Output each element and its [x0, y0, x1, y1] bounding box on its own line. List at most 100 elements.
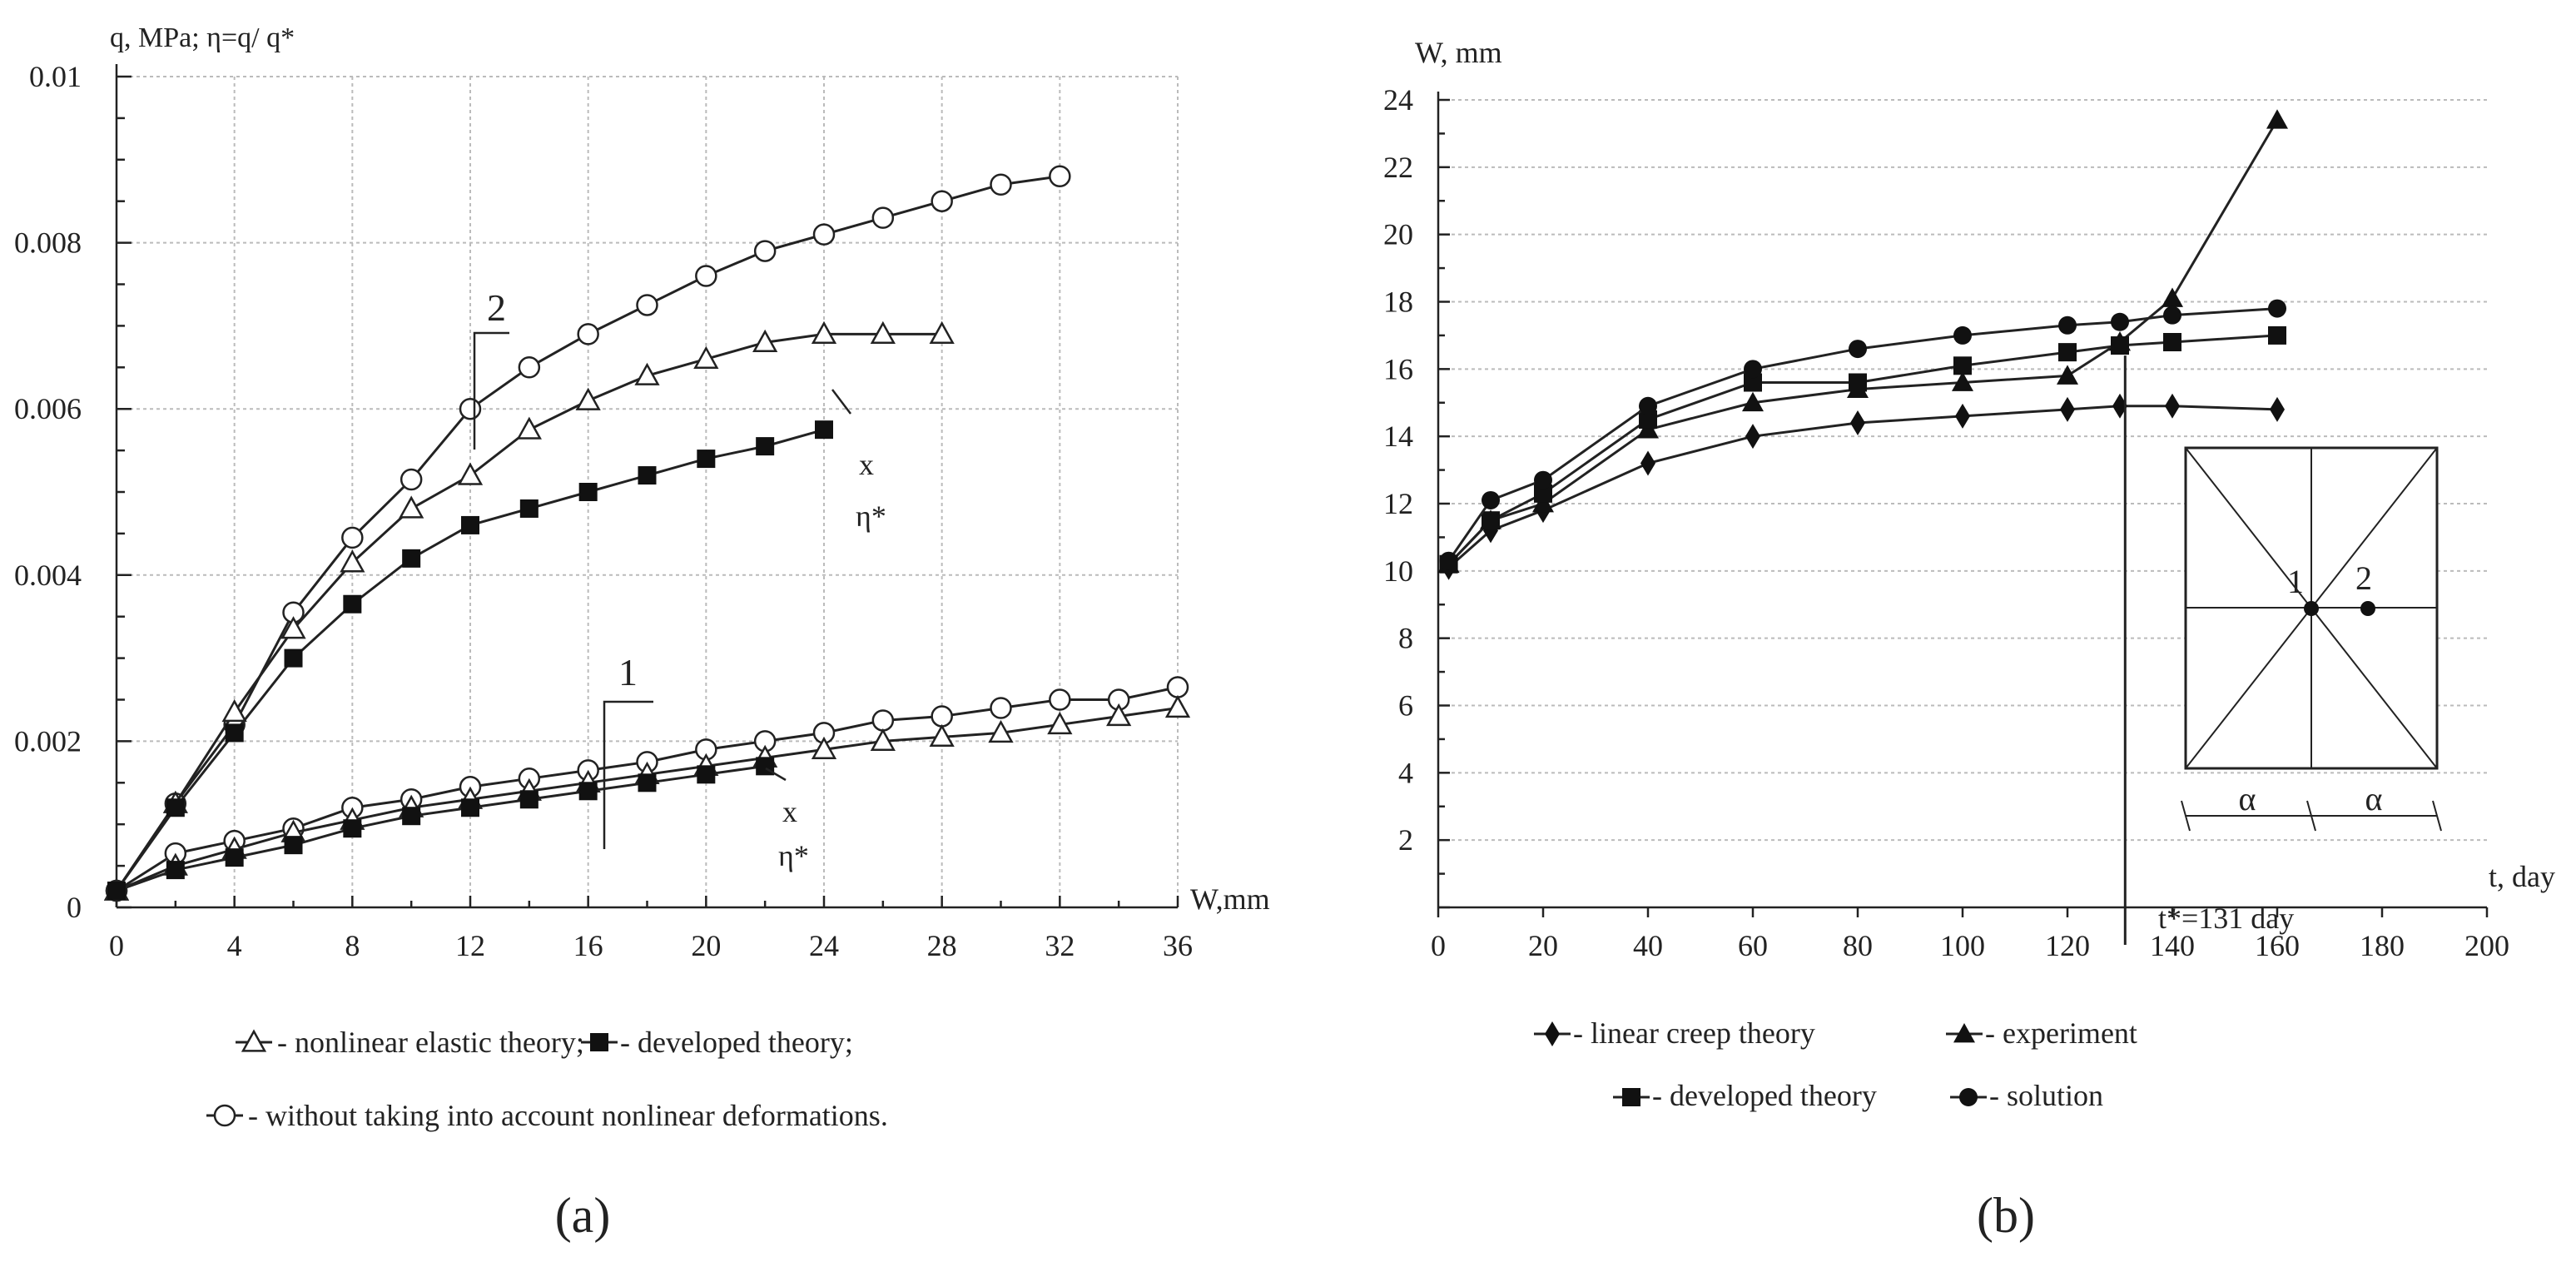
y-tick-b-2: 6 — [1398, 689, 1413, 723]
x-tick-a-4: 16 — [573, 929, 603, 962]
series-a-square-2-point-1 — [166, 798, 185, 817]
series-b-2-point-3 — [1639, 410, 1657, 429]
x-tick-b-2: 40 — [1633, 929, 1663, 962]
square-1-tail — [765, 767, 787, 782]
point-2-marker — [2360, 601, 2375, 616]
x-tick-a-7: 28 — [927, 929, 957, 962]
legend-a-label-0: - nonlinear elastic theory; — [277, 1026, 584, 1059]
series-b-0-point-9 — [2165, 393, 2180, 419]
y-tick-b-11: 24 — [1383, 83, 1413, 117]
x-tick-b-5: 100 — [1940, 929, 1985, 962]
series-a-triangle-1-point-14 — [929, 723, 955, 748]
series-a-circle-2-point-14 — [931, 190, 953, 212]
series-a-square-2-point-11 — [756, 437, 775, 456]
y-tick-a-1: 0.002 — [14, 724, 82, 758]
legend-b-marker-1 — [1953, 1023, 1975, 1043]
series-b-3-point-0 — [1439, 551, 1458, 570]
chart-a-ylabel: q, MPa; η=q/ q* — [110, 22, 295, 53]
y-tick-b-0: 2 — [1398, 823, 1413, 857]
series-b-0-point-10 — [2270, 396, 2285, 422]
series-b-0-point-4 — [1745, 424, 1760, 450]
chart-a-legend: - nonlinear elastic theory; - developed … — [206, 1026, 888, 1132]
series-a-square-1-point-4 — [343, 819, 362, 838]
series-b-0-line — [1447, 405, 2278, 569]
series-b-1-point-10 — [2266, 109, 2288, 129]
series-b-2-point-6 — [1953, 356, 1972, 375]
x-tick-a-5: 20 — [691, 929, 721, 962]
series-b-3-point-10 — [2268, 299, 2286, 318]
series-a-square-2-point-2 — [225, 723, 244, 743]
series-a-circle-1-point-13 — [871, 709, 895, 732]
series-a-triangle-1-point-12 — [811, 736, 837, 760]
x-tick-b-1: 20 — [1528, 929, 1558, 962]
series-b-3-point-8 — [2111, 312, 2129, 331]
series-a-triangle-2-point-6 — [457, 462, 484, 485]
series-a-triangle-2-point-5 — [399, 495, 424, 519]
legend-a-marker-1 — [590, 1033, 608, 1051]
series-a-circle-2-point-8 — [577, 323, 599, 345]
series-a-circle-2-point-10 — [695, 265, 717, 287]
series-b-2-point-2 — [1534, 484, 1552, 503]
series-a-circle-2-point-9 — [636, 294, 658, 316]
span-right-label: α — [2365, 780, 2383, 817]
series-a-triangle-2-point-14 — [929, 320, 955, 345]
series-a-circle-2-point-4 — [341, 526, 364, 549]
series-a-square-2-point-7 — [519, 499, 539, 518]
x-tick-a-8: 32 — [1045, 929, 1075, 962]
series-b-3-point-9 — [2163, 306, 2181, 325]
series-b-1-point-6 — [1952, 371, 1973, 391]
series-a-circle-1-point-16 — [1049, 688, 1071, 711]
chart-a-series — [103, 165, 1191, 902]
legend-b-label-2: - developed theory — [1652, 1079, 1877, 1112]
series-b-3-point-3 — [1639, 396, 1657, 415]
series-a-square-1-point-9 — [638, 773, 657, 792]
series-a-square-2-point-9 — [638, 466, 657, 485]
series-b-2-point-9 — [2163, 333, 2181, 351]
series-a-circle-1-point-18 — [1166, 676, 1189, 698]
series-a-triangle-2-point-10 — [693, 345, 719, 369]
legend-b-label-3: - solution — [1989, 1079, 2103, 1112]
series-a-circle-1-point-15 — [990, 697, 1012, 719]
series-b-3-point-6 — [1953, 325, 1972, 345]
series-b-2-point-10 — [2268, 325, 2286, 345]
series-a-circle-1-point-14 — [931, 705, 953, 728]
series-b-2-point-1 — [1482, 511, 1500, 530]
group-2-label: 2 — [487, 286, 506, 329]
x-tick-b-8: 160 — [2255, 929, 2300, 962]
series-a-square-1-point-10 — [697, 765, 716, 784]
threshold-label: t*=131 day — [2158, 902, 2294, 935]
series-b-0-point-8 — [2112, 393, 2127, 419]
y-tick-b-6: 14 — [1383, 420, 1413, 453]
legend-a-marker-2 — [213, 1104, 236, 1127]
series-a-triangle-2-point-13 — [870, 320, 896, 345]
y-tick-b-3: 8 — [1398, 622, 1413, 655]
series-a-square-1-line — [116, 764, 766, 892]
chart-b-plate-inset: 1 2 α α — [2181, 446, 2442, 832]
series-a-square-1-point-7 — [519, 790, 539, 809]
x-tick-b-6: 120 — [2045, 929, 2090, 962]
x-tick-b-7: 140 — [2150, 929, 2195, 962]
x-tick-b-10: 200 — [2464, 929, 2509, 962]
y-tick-a-0: 0 — [67, 891, 82, 924]
series-a-square-2-point-12 — [815, 420, 833, 440]
x-tick-b-3: 60 — [1738, 929, 1768, 962]
series-a-triangle-1-point-18 — [1164, 694, 1191, 718]
x-tick-a-2: 8 — [345, 929, 360, 962]
y-tick-b-9: 20 — [1383, 218, 1413, 251]
span-tick-left — [2181, 800, 2191, 832]
series-b-3-point-4 — [1744, 360, 1762, 379]
series-b-0-point-6 — [1955, 403, 1970, 429]
x-upper-label: x — [859, 448, 874, 481]
series-a-circle-2-point-13 — [871, 206, 895, 229]
series-a-square-1-point-0 — [107, 882, 126, 901]
series-a-square-1-point-3 — [284, 836, 303, 855]
series-b-0-point-3 — [1640, 450, 1655, 476]
y-tick-b-10: 22 — [1383, 151, 1413, 184]
series-a-triangle-1-point-13 — [870, 728, 896, 752]
series-a-triangle-2-point-8 — [575, 387, 601, 410]
y-tick-b-1: 4 — [1398, 756, 1413, 789]
legend-b-marker-3 — [1959, 1088, 1978, 1106]
y-tick-a-4: 0.008 — [14, 226, 82, 260]
group-1-label: 1 — [618, 651, 638, 693]
